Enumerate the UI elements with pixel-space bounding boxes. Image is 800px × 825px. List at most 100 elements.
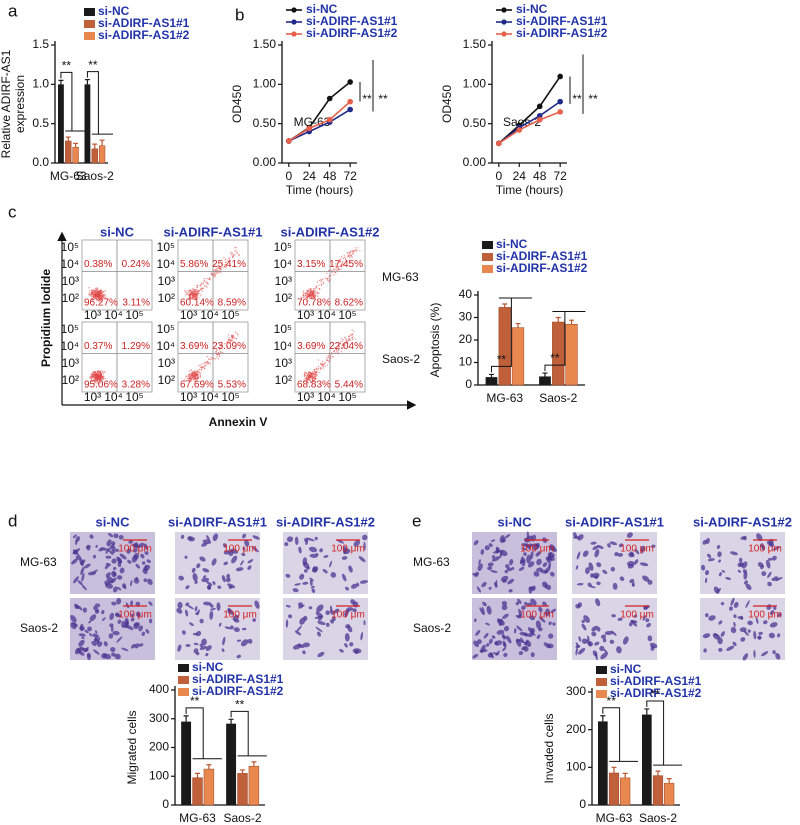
x-tick-label: 72 [344, 169, 358, 183]
error-bar [65, 136, 71, 141]
cell [590, 541, 597, 545]
cell [113, 566, 117, 571]
data-point [536, 116, 543, 123]
cell [704, 577, 708, 584]
micrograph: 100 μm [175, 532, 260, 594]
event-dot [337, 262, 339, 264]
cell [518, 566, 525, 571]
cell [344, 633, 350, 642]
row-label: MG-63 [20, 555, 57, 569]
cell [775, 652, 781, 660]
quadrant-percent: 0.37% [84, 341, 112, 352]
cell [114, 653, 121, 660]
flow-plot: 3.69% 22.04% 68.83% 5.44% [294, 321, 366, 393]
event-dot [218, 354, 221, 356]
event-dot [194, 295, 196, 297]
event-dot [97, 296, 99, 298]
cell [319, 548, 323, 553]
event-dot [339, 265, 341, 267]
event-dot [91, 380, 93, 383]
cell [121, 647, 129, 652]
event-dot [200, 284, 202, 286]
event-dot [229, 263, 231, 265]
event-dot [345, 341, 348, 343]
event-dot [104, 378, 106, 380]
series-line [288, 81, 351, 142]
x-tick-label: 48 [323, 169, 337, 183]
cell [758, 631, 763, 635]
event-dot [309, 295, 311, 297]
significance-bracket [490, 298, 512, 373]
event-dot [328, 280, 330, 283]
y-tick-label: 10⁵ [61, 322, 79, 336]
cell [94, 634, 99, 642]
event-dot [315, 378, 317, 380]
event-dot [90, 379, 93, 381]
event-dot [352, 336, 354, 338]
event-dot [309, 379, 311, 382]
event-dot [198, 371, 201, 373]
event-dot [330, 275, 332, 277]
cell [181, 630, 186, 635]
cell [596, 581, 601, 586]
event-dot [234, 337, 237, 340]
event-dot [340, 268, 342, 271]
cell [350, 599, 356, 605]
y-tick-label: 0.00 [463, 155, 487, 169]
legend-label: si-ADIRF-AS1#2 [192, 684, 284, 698]
event-dot [335, 266, 337, 268]
cell [111, 570, 116, 578]
cell [176, 608, 183, 614]
column-title: si-ADIRF-AS1#2 [693, 514, 792, 529]
cell [501, 634, 507, 640]
event-dot [312, 370, 314, 372]
event-dot [209, 362, 211, 364]
cell [111, 558, 117, 564]
cell [75, 539, 78, 546]
cell [72, 534, 77, 539]
cell [185, 585, 190, 590]
cell [205, 645, 212, 651]
cell [95, 630, 98, 634]
error-bar [555, 316, 561, 322]
event-dot [306, 375, 308, 377]
x-tick-label: 10³ [84, 390, 101, 404]
cell [298, 546, 302, 554]
cell [526, 602, 533, 606]
event-dot [235, 250, 237, 252]
cell [617, 617, 623, 621]
event-dot [332, 356, 334, 358]
event-dot [307, 378, 309, 381]
legend-swatch [482, 265, 493, 273]
event-dot [302, 292, 304, 294]
event-dot [233, 341, 235, 343]
cell [509, 558, 514, 566]
cell [199, 618, 204, 624]
cell [491, 539, 496, 542]
cell [206, 535, 211, 542]
event-dot [88, 293, 91, 295]
cell [530, 628, 536, 634]
event-dot [191, 380, 193, 382]
cell [720, 601, 725, 606]
quadrant-percent: 60.14% [180, 298, 214, 309]
cell [94, 603, 101, 608]
event-dot [187, 291, 190, 293]
event-dot [322, 283, 324, 285]
cell [202, 575, 207, 579]
cell [133, 623, 140, 630]
cell [594, 575, 599, 580]
y-tick-label: 10⁵ [274, 240, 292, 254]
event-dot [219, 346, 221, 349]
event-dot [92, 373, 95, 376]
cell [747, 629, 751, 633]
bar [72, 147, 79, 164]
y-tick-label: 1.5 [32, 37, 49, 51]
cell [247, 638, 253, 644]
scale-bar-label: 100 μm [520, 544, 554, 555]
event-dot [304, 292, 306, 294]
event-dot [333, 274, 335, 276]
event-dot [228, 259, 231, 261]
event-dot [98, 292, 101, 294]
event-dot [205, 364, 207, 366]
